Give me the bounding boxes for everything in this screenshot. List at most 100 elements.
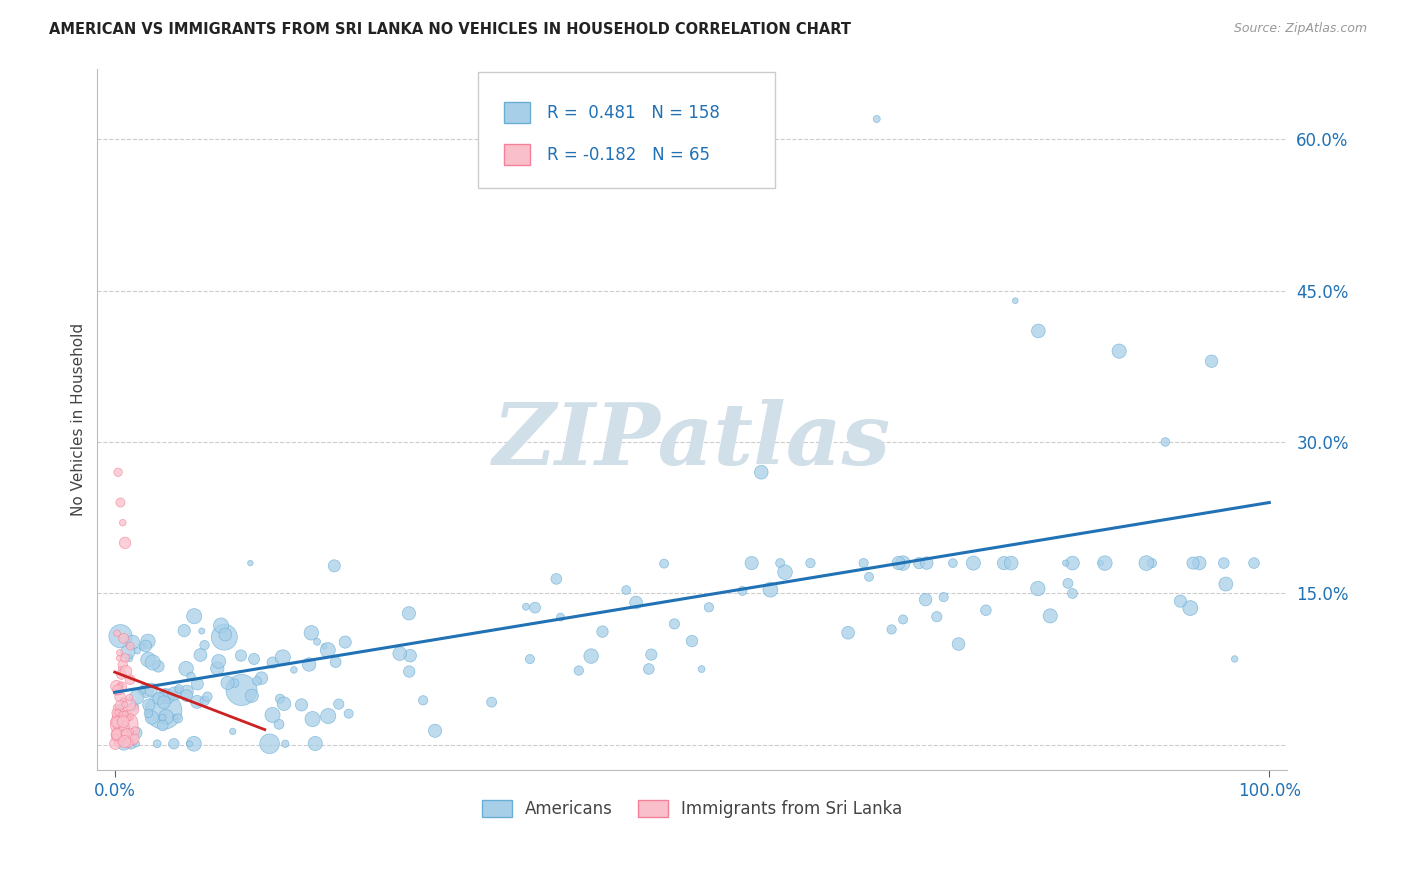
Point <box>1026 582 1049 596</box>
Point <box>1090 556 1112 570</box>
Point <box>110 495 132 509</box>
Point <box>271 650 294 665</box>
Point <box>624 595 647 609</box>
Point <box>769 556 792 570</box>
Point <box>107 465 129 479</box>
Point <box>1000 556 1022 570</box>
Point <box>105 728 128 742</box>
Point <box>664 616 686 631</box>
Point <box>114 651 136 665</box>
Point <box>163 687 186 701</box>
Point <box>167 711 190 725</box>
Point <box>262 656 284 670</box>
Point <box>111 657 134 672</box>
Point <box>307 634 329 648</box>
Point <box>481 695 503 709</box>
Point <box>262 708 284 723</box>
Point <box>105 626 128 640</box>
Point <box>111 705 134 719</box>
Point <box>118 710 141 724</box>
Point <box>759 582 782 597</box>
Point <box>173 624 195 638</box>
Point <box>1180 601 1202 615</box>
Point <box>1054 556 1077 570</box>
Point <box>399 648 422 663</box>
Point <box>1212 556 1234 570</box>
Point <box>111 705 134 719</box>
Point <box>107 714 129 729</box>
Point <box>852 556 875 570</box>
Point <box>152 704 174 718</box>
Point <box>290 698 312 712</box>
Point <box>681 634 703 648</box>
Point <box>105 737 128 751</box>
Point <box>127 644 149 658</box>
Point <box>110 712 132 726</box>
Point <box>120 737 142 751</box>
Point <box>1057 576 1080 591</box>
Point <box>112 737 135 751</box>
Point <box>138 706 160 721</box>
Point <box>1170 594 1192 608</box>
Point <box>1154 434 1177 449</box>
Point <box>183 609 205 624</box>
Point <box>591 624 613 639</box>
Point <box>1094 556 1116 570</box>
Point <box>105 725 128 739</box>
Point <box>1028 324 1050 338</box>
Point <box>328 697 350 711</box>
Point <box>1004 293 1026 308</box>
Point <box>146 737 169 751</box>
Point <box>304 737 326 751</box>
Point <box>167 682 190 697</box>
Point <box>614 583 637 598</box>
Point <box>104 731 127 745</box>
Point <box>155 710 177 724</box>
Point <box>117 731 139 746</box>
Point <box>323 558 346 573</box>
Point <box>112 714 135 729</box>
Point <box>163 737 186 751</box>
Point <box>115 665 138 679</box>
Point <box>118 698 141 712</box>
Point <box>112 694 135 708</box>
Point <box>174 662 197 676</box>
Point <box>423 723 446 738</box>
Point <box>176 689 198 703</box>
Point <box>194 694 217 708</box>
Point <box>519 652 541 666</box>
Point <box>222 724 245 739</box>
Point <box>117 711 139 725</box>
Point <box>131 683 153 698</box>
Point <box>115 727 138 741</box>
Point <box>121 732 143 747</box>
Legend: Americans, Immigrants from Sri Lanka: Americans, Immigrants from Sri Lanka <box>475 793 910 825</box>
Point <box>107 707 129 722</box>
Point <box>925 609 948 624</box>
Point <box>652 557 675 571</box>
Point <box>152 710 174 724</box>
Point <box>208 654 231 668</box>
Point <box>136 652 159 666</box>
Point <box>388 647 411 661</box>
Point <box>124 723 146 738</box>
Point <box>120 735 142 749</box>
Point <box>259 737 281 751</box>
Point <box>283 663 305 677</box>
Point <box>1201 354 1223 368</box>
Point <box>942 556 965 570</box>
Point <box>153 688 176 702</box>
Point <box>114 726 136 740</box>
Point <box>105 715 128 730</box>
Point <box>301 712 323 726</box>
Point <box>214 627 236 641</box>
Point <box>111 680 134 694</box>
Point <box>298 657 321 672</box>
Text: AMERICAN VS IMMIGRANTS FROM SRI LANKA NO VEHICLES IN HOUSEHOLD CORRELATION CHART: AMERICAN VS IMMIGRANTS FROM SRI LANKA NO… <box>49 22 851 37</box>
Point <box>135 639 157 653</box>
Point <box>1182 556 1205 570</box>
Point <box>112 720 135 734</box>
Point <box>515 599 537 614</box>
Point <box>108 731 131 746</box>
Point <box>148 691 170 706</box>
